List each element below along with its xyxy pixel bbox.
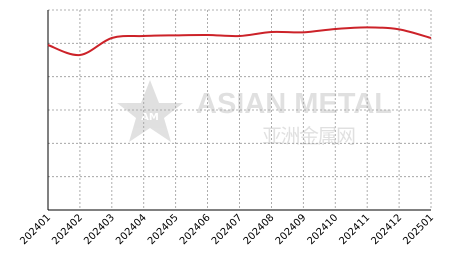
x-tick-label: 202409 <box>274 212 309 247</box>
x-tick-label: 202405 <box>146 212 181 247</box>
x-tick-label: 202501 <box>401 212 436 247</box>
x-tick-label: 202408 <box>242 212 277 247</box>
watermark-logo-text: AM <box>141 112 159 123</box>
x-tick-label: 202403 <box>82 212 117 247</box>
watermark: AM ASIAN METAL 亚洲金属网 <box>117 80 392 148</box>
line-series <box>47 26 432 57</box>
x-tick-label: 202410 <box>306 212 341 247</box>
x-tick-label: 202404 <box>114 212 149 247</box>
watermark-name-cn: 亚洲金属网 <box>262 124 356 148</box>
x-tick-label: 202411 <box>338 212 373 247</box>
x-tick-label: 202402 <box>50 212 85 247</box>
x-tick-label: 202406 <box>178 212 213 247</box>
watermark-name: ASIAN METAL <box>196 88 392 120</box>
x-tick-label: 202401 <box>18 212 53 247</box>
x-tick-label: 202407 <box>210 212 245 247</box>
watermark-logo <box>117 80 183 142</box>
x-tick-label: 202412 <box>369 212 404 247</box>
